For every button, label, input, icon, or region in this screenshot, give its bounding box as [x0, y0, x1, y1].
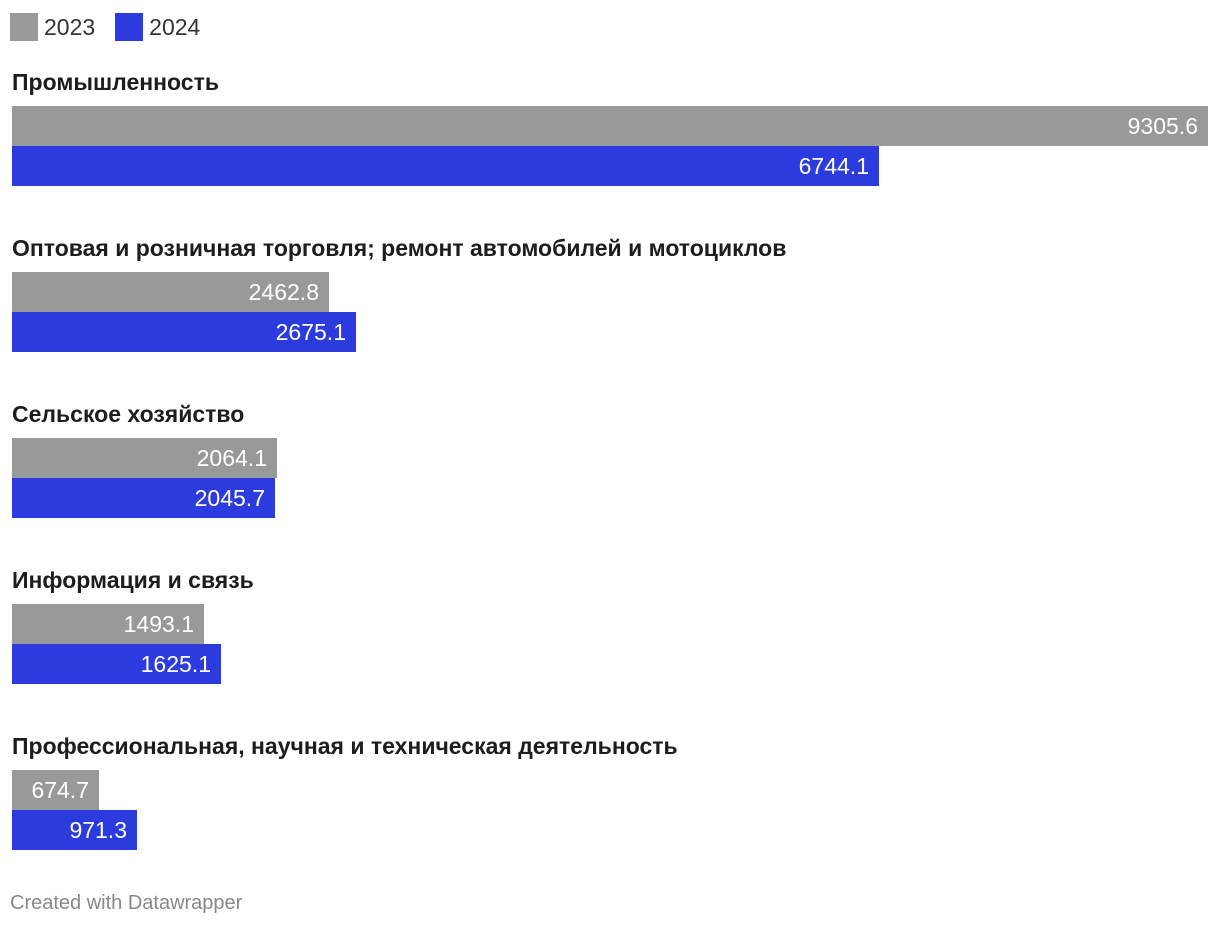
category-label-0: Промышленность [12, 69, 219, 95]
legend-label-2023: 2023 [44, 13, 96, 40]
bar-2024-1 [12, 312, 356, 352]
legend-item-2024: 2024 [115, 13, 200, 41]
bar-value-2024-0: 6744.1 [799, 153, 869, 179]
category-label-1: Оптовая и розничная торговля; ремонт авт… [12, 235, 786, 261]
category-label-3: Информация и связь [12, 567, 254, 593]
bar-value-2024-1: 2675.1 [276, 319, 346, 345]
bar-value-2024-2: 2045.7 [195, 485, 265, 511]
bar-2023-4 [12, 770, 99, 810]
bar-2024-2 [12, 478, 275, 518]
legend-swatch-2024 [115, 13, 144, 41]
legend-swatch-2023 [10, 13, 38, 41]
bar-value-2023-4: 674.7 [31, 777, 89, 803]
datawrapper-credit: Created with Datawrapper [10, 892, 243, 914]
bar-value-2023-0: 9305.6 [1128, 113, 1198, 139]
category-label-2: Сельское хозяйство [12, 401, 244, 427]
legend-label-2024: 2024 [149, 13, 201, 40]
bar-value-2024-4: 971.3 [69, 817, 127, 843]
bar-2024-0 [12, 146, 879, 186]
bar-2023-0 [12, 106, 1208, 146]
bar-2023-3 [12, 604, 204, 644]
bar-2024-4 [12, 810, 137, 850]
bar-2024-3 [12, 644, 221, 684]
bar-2023-2 [12, 438, 277, 478]
legend-item-2023: 2023 [10, 13, 95, 41]
bar-value-2024-3: 1625.1 [141, 651, 211, 677]
chart-legend: 2023 2024 [10, 12, 220, 42]
bar-value-2023-2: 2064.1 [197, 445, 267, 471]
bar-value-2023-3: 1493.1 [124, 611, 194, 637]
bar-value-2023-1: 2462.8 [249, 279, 319, 305]
bar-2023-1 [12, 272, 329, 312]
category-label-4: Профессиональная, научная и техническая … [12, 733, 678, 759]
